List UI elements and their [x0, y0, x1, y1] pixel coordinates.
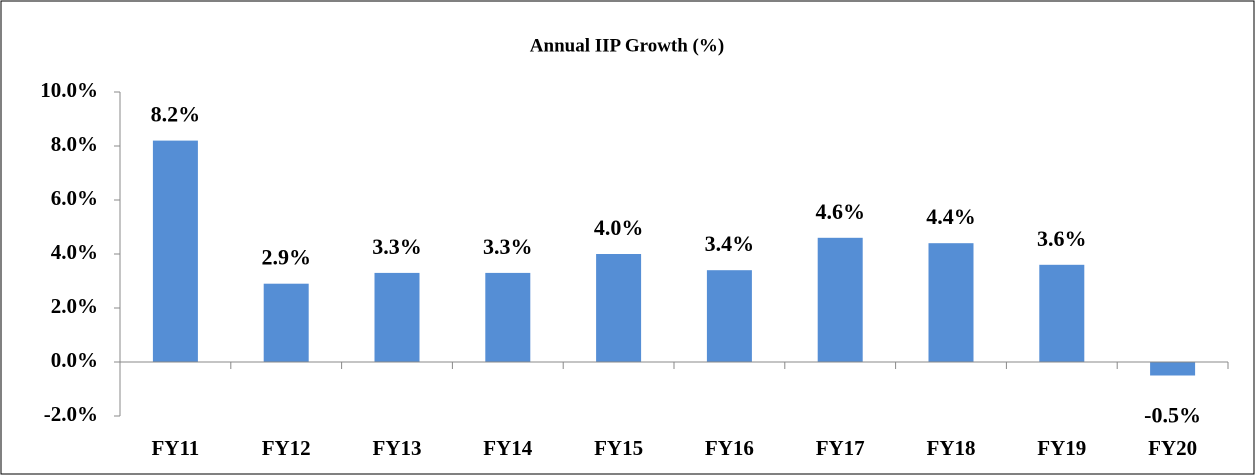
value-label: 3.4% [705, 231, 755, 256]
x-tick-label: FY17 [816, 436, 865, 460]
y-tick-label: 0.0% [51, 348, 98, 372]
bar [928, 243, 974, 362]
y-tick-label: -2.0% [44, 402, 98, 426]
bar [706, 270, 752, 362]
y-tick-label: 2.0% [51, 294, 98, 318]
value-label: 3.6% [1037, 226, 1087, 251]
value-label: 4.0% [594, 215, 644, 240]
x-tick-label: FY20 [1148, 436, 1197, 460]
bar [152, 140, 198, 362]
value-label: 3.3% [372, 234, 422, 259]
x-tick-label: FY15 [594, 436, 643, 460]
bar [263, 283, 309, 362]
x-tick-label: FY19 [1037, 436, 1086, 460]
value-label: 8.2% [151, 102, 201, 127]
bar [485, 272, 531, 362]
y-tick-label: 10.0% [40, 78, 98, 102]
bar [1039, 264, 1085, 362]
value-label: 3.3% [483, 234, 533, 259]
bar [374, 272, 420, 362]
x-tick-label: FY16 [705, 436, 754, 460]
x-tick-label: FY11 [151, 436, 199, 460]
y-tick-label: 8.0% [51, 132, 98, 156]
y-tick-label: 6.0% [51, 186, 98, 210]
bar [1150, 362, 1196, 376]
bar [596, 254, 642, 362]
value-label: 4.4% [926, 204, 976, 229]
x-tick-label: FY18 [927, 436, 976, 460]
x-tick-label: FY13 [373, 436, 422, 460]
bar [817, 237, 863, 362]
value-label: -0.5% [1144, 403, 1201, 428]
value-label: 2.9% [261, 245, 311, 270]
x-tick-label: FY12 [262, 436, 311, 460]
chart-title: Annual IIP Growth (%) [530, 35, 724, 56]
y-tick-label: 4.0% [51, 240, 98, 264]
value-label: 4.6% [815, 199, 865, 224]
x-tick-label: FY14 [483, 436, 532, 460]
